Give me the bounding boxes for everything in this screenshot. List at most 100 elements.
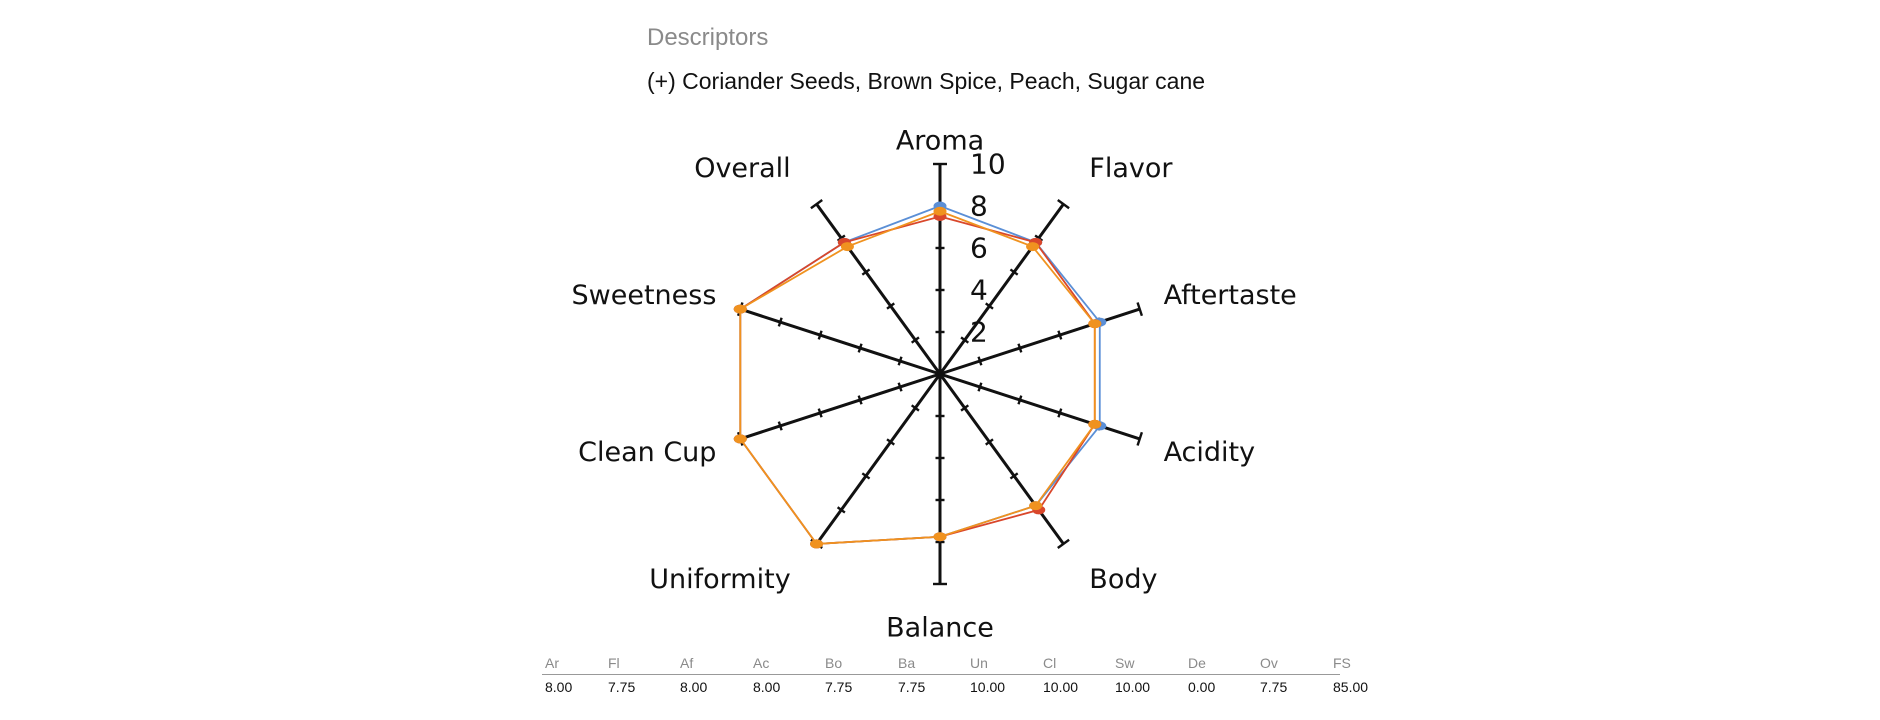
axis-line-flavor — [938, 203, 1065, 375]
axis-tick-clean-cup-3 — [817, 408, 823, 418]
axis-tick-clean-cup-2 — [857, 395, 863, 405]
series-orange-point-overall — [840, 242, 854, 252]
axis-label-uniformity: Uniformity — [649, 564, 790, 595]
axis-label-clean-cup: Clean Cup — [578, 437, 716, 468]
axis-label-aftertaste: Aftertaste — [1164, 280, 1297, 311]
axis-tick-body-5 — [1057, 538, 1070, 549]
series-orange-point-clean-cup — [733, 434, 747, 444]
axis-tick-acidity-1 — [977, 382, 983, 392]
axis-tick-aftertaste-1 — [977, 356, 983, 366]
axis-tick-clean-cup-4 — [777, 421, 783, 431]
axis-tick-uniformity-3 — [861, 472, 871, 480]
radar-chart: Aroma Flavor Aftertaste Acidity Body Balance U… — [572, 126, 1297, 644]
score-value-fs: 85.00 — [1333, 679, 1369, 695]
axis-tick-clean-cup-1 — [897, 382, 903, 392]
series-orange-point-body — [1029, 501, 1043, 511]
score-header-row: Ar Fl Af Ac Bo Ba Un Cl Sw De Ov FS — [542, 653, 1351, 675]
score-header-de: De — [1185, 653, 1257, 675]
score-value-ba: 7.75 — [898, 679, 926, 695]
axis-tick-sweetness-3 — [817, 330, 823, 340]
descriptors-text: (+) Coriander Seeds, Brown Spice, Peach,… — [647, 68, 1206, 94]
score-header-sw: Sw — [1112, 653, 1185, 675]
axis-line-acidity — [939, 372, 1141, 441]
axis-line-clean-cup — [739, 372, 941, 441]
axis-label-acidity: Acidity — [1164, 437, 1256, 468]
score-header-ba: Ba — [895, 653, 967, 675]
score-value-fl: 7.75 — [608, 679, 636, 695]
axis-tick-acidity-5 — [1136, 431, 1144, 446]
score-header-un: Un — [967, 653, 1040, 675]
axis-tick-aftertaste-5 — [1136, 302, 1144, 317]
axis-label-aroma: Aroma — [896, 126, 984, 157]
axis-tick-uniformity-1 — [910, 404, 920, 412]
score-value-ac: 8.00 — [753, 679, 781, 695]
axis-label-sweetness: Sweetness — [572, 280, 717, 311]
score-value-sw: 10.00 — [1115, 679, 1151, 695]
axis-line-overall — [815, 203, 942, 375]
axis-line-aftertaste — [939, 307, 1141, 376]
series-orange-point-sweetness — [733, 304, 747, 314]
radar-series — [733, 201, 1107, 549]
tick-label-4: 4 — [970, 274, 988, 307]
axis-tick-overall-5 — [810, 199, 823, 210]
tick-label-10: 10 — [970, 148, 1006, 181]
tick-label-8: 8 — [970, 190, 988, 223]
score-header-fs: FS — [1330, 653, 1351, 675]
axis-tick-uniformity-2 — [886, 438, 895, 446]
radar-labels: Aroma Flavor Aftertaste Acidity Body Balance U… — [572, 126, 1297, 644]
score-value-de: 0.00 — [1188, 679, 1216, 695]
score-value-bo: 7.75 — [825, 679, 853, 695]
axis-tick-uniformity-4 — [836, 506, 846, 514]
radar-axes — [736, 162, 1144, 586]
axis-tick-aftertaste-2 — [1017, 343, 1023, 353]
axis-tick-sweetness-4 — [777, 317, 783, 327]
series-orange-point-acidity — [1088, 419, 1102, 429]
score-header-bo: Bo — [822, 653, 895, 675]
axis-line-uniformity — [815, 373, 942, 545]
series-orange-point-balance — [933, 532, 947, 542]
axis-label-balance: Balance — [886, 613, 994, 644]
score-header-cl: Cl — [1040, 653, 1112, 675]
series-orange-point-aroma — [933, 206, 947, 216]
axis-label-body: Body — [1089, 564, 1157, 595]
axis-tick-flavor-5 — [1057, 199, 1070, 210]
score-table: Ar Fl Af Ac Bo Ba Un Cl Sw De Ov FS 8.00… — [542, 653, 1369, 700]
axis-tick-overall-2 — [886, 302, 895, 310]
score-value-ov: 7.75 — [1260, 679, 1288, 695]
series-orange-polygon — [739, 210, 1096, 545]
axis-tick-body-1 — [960, 404, 970, 412]
axis-tick-overall-1 — [910, 336, 920, 344]
axis-tick-flavor-3 — [1009, 268, 1019, 276]
score-header-af: Af — [677, 653, 750, 675]
score-value-un: 10.00 — [970, 679, 1006, 695]
descriptors-label: Descriptors — [647, 24, 769, 51]
axis-line-body — [938, 373, 1065, 545]
axis-tick-body-3 — [1009, 472, 1019, 480]
score-header-ar: Ar — [542, 653, 605, 675]
score-value-cl: 10.00 — [1043, 679, 1079, 695]
axis-tick-flavor-2 — [985, 302, 994, 310]
tick-label-2: 2 — [970, 316, 988, 349]
axis-tick-sweetness-2 — [857, 343, 863, 353]
axis-tick-overall-3 — [861, 268, 871, 276]
axis-label-flavor: Flavor — [1089, 153, 1173, 184]
axis-tick-aftertaste-3 — [1057, 330, 1063, 340]
series-orange-point-flavor — [1026, 242, 1040, 252]
score-value-row: 8.00 7.75 8.00 8.00 7.75 7.75 10.00 10.0… — [542, 675, 1369, 700]
axis-label-overall: Overall — [694, 153, 791, 184]
score-header-fl: Fl — [605, 653, 677, 675]
tick-label-6: 6 — [970, 232, 988, 265]
axis-tick-acidity-3 — [1057, 408, 1063, 418]
series-orange-point-aftertaste — [1088, 319, 1102, 329]
series-orange-point-uniformity — [810, 539, 824, 549]
score-header-ac: Ac — [750, 653, 822, 675]
score-value-ar: 8.00 — [545, 679, 573, 695]
axis-tick-sweetness-1 — [897, 356, 903, 366]
score-value-af: 8.00 — [680, 679, 708, 695]
score-header-ov: Ov — [1257, 653, 1330, 675]
axis-line-sweetness — [739, 307, 941, 376]
axis-tick-flavor-4 — [1034, 234, 1044, 242]
axis-tick-overall-4 — [836, 234, 846, 242]
axis-tick-flavor-1 — [960, 336, 970, 344]
axis-tick-body-2 — [985, 438, 994, 446]
